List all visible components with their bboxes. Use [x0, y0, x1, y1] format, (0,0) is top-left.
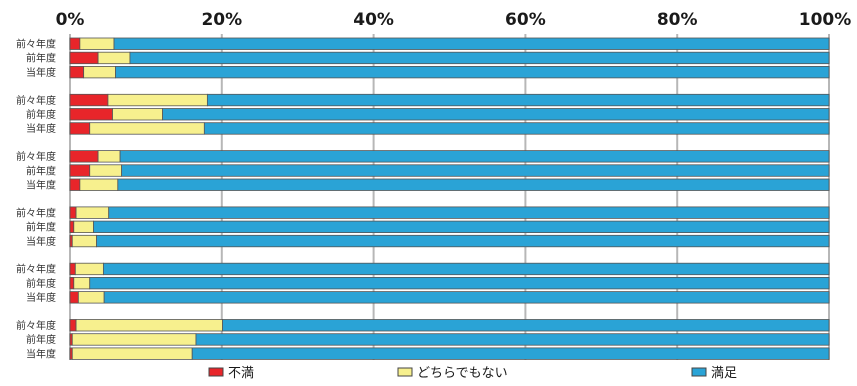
bar-segment [73, 220, 94, 234]
bar-segment [222, 319, 830, 332]
bar-segment [162, 108, 830, 121]
bars [69, 37, 830, 360]
bar-segment [69, 66, 85, 79]
bar-segment [102, 262, 830, 276]
gridlines [69, 34, 830, 360]
bar-segment [129, 51, 830, 65]
bar-segment [69, 150, 99, 163]
bar-segment [69, 206, 77, 219]
bar-segment [203, 122, 830, 135]
bar-segment [119, 150, 830, 163]
bar-segment [74, 262, 104, 276]
category-label: 当年度 [26, 179, 56, 192]
bar-segment [115, 66, 830, 79]
bar-segment [71, 347, 193, 360]
category-label: 当年度 [26, 235, 56, 248]
category-label: 当年度 [26, 347, 56, 360]
bar-segment [113, 37, 830, 50]
bar-segment [69, 220, 75, 234]
bar-segment [108, 206, 830, 219]
bar-segment [69, 37, 81, 50]
x-tick-label: 100% [799, 10, 852, 30]
category-label: 前々年度 [16, 38, 56, 51]
bar-segment [75, 206, 110, 219]
bar-segment [69, 122, 91, 135]
bar-segment [75, 319, 223, 332]
bar-segment [73, 276, 91, 290]
category-label: 前年度 [26, 221, 56, 234]
bar-segment [69, 93, 109, 107]
bar-segment [71, 234, 97, 248]
bar-segment [195, 333, 830, 346]
bar-segment [89, 276, 830, 290]
x-tick-label: 20% [201, 10, 242, 30]
bar-segment [69, 276, 75, 290]
x-tick-label: 40% [353, 10, 394, 30]
bar-segment [103, 291, 830, 304]
x-axis-ticks: 0% 20% 40% 60% 80% 100% [56, 10, 852, 30]
y-axis-labels: 前々年度前年度当年度前々年度前年度当年度前々年度前年度当年度前々年度前年度当年度… [16, 38, 56, 361]
bar-segment [107, 93, 208, 107]
category-label: 前々年度 [16, 206, 56, 219]
bar-segment [191, 347, 830, 360]
bar-segment [112, 108, 163, 121]
x-tick-label: 0% [56, 10, 85, 30]
category-label: 当年度 [26, 291, 56, 304]
bar-segment [77, 291, 105, 304]
bar-segment [69, 262, 76, 276]
legend-label: どちらでもない [417, 366, 508, 381]
bar-segment [69, 51, 99, 65]
bar-segment [96, 234, 830, 248]
bar-segment [69, 164, 91, 177]
bar-segment [121, 164, 830, 177]
bar-segment [83, 66, 116, 79]
bar-segment [89, 122, 205, 135]
bar-segment [97, 51, 131, 65]
category-label: 前年度 [26, 277, 56, 290]
category-label: 当年度 [26, 122, 56, 135]
bar-segment [79, 178, 119, 191]
legend-label: 満足 [711, 366, 737, 381]
category-label: 前々年度 [16, 94, 56, 107]
bar-segment [117, 178, 830, 191]
category-label: 前年度 [26, 108, 56, 121]
category-label: 前々年度 [16, 263, 56, 276]
category-label: 当年度 [26, 66, 56, 79]
bar-segment [206, 93, 830, 107]
legend-swatch [691, 367, 707, 377]
bar-segment [69, 319, 77, 332]
bar-segment [69, 178, 81, 191]
bar-segment [71, 333, 197, 346]
bar-segment [93, 220, 830, 234]
category-label: 前年度 [26, 164, 56, 177]
bar-segment [79, 37, 115, 50]
bar-segment [89, 164, 123, 177]
bar-segment [97, 150, 121, 163]
x-tick-label: 80% [657, 10, 698, 30]
bar-segment [69, 291, 79, 304]
category-label: 前年度 [26, 52, 56, 65]
legend-swatch [397, 367, 413, 377]
bar-segment [69, 108, 113, 121]
legend: 不満 どちらでもない 満足 [208, 366, 737, 381]
legend-label: 不満 [228, 366, 254, 381]
legend-swatch [208, 367, 224, 377]
x-tick-label: 60% [505, 10, 546, 30]
category-label: 前々年度 [16, 150, 56, 163]
category-label: 前々年度 [16, 319, 56, 332]
category-label: 前年度 [26, 333, 56, 346]
